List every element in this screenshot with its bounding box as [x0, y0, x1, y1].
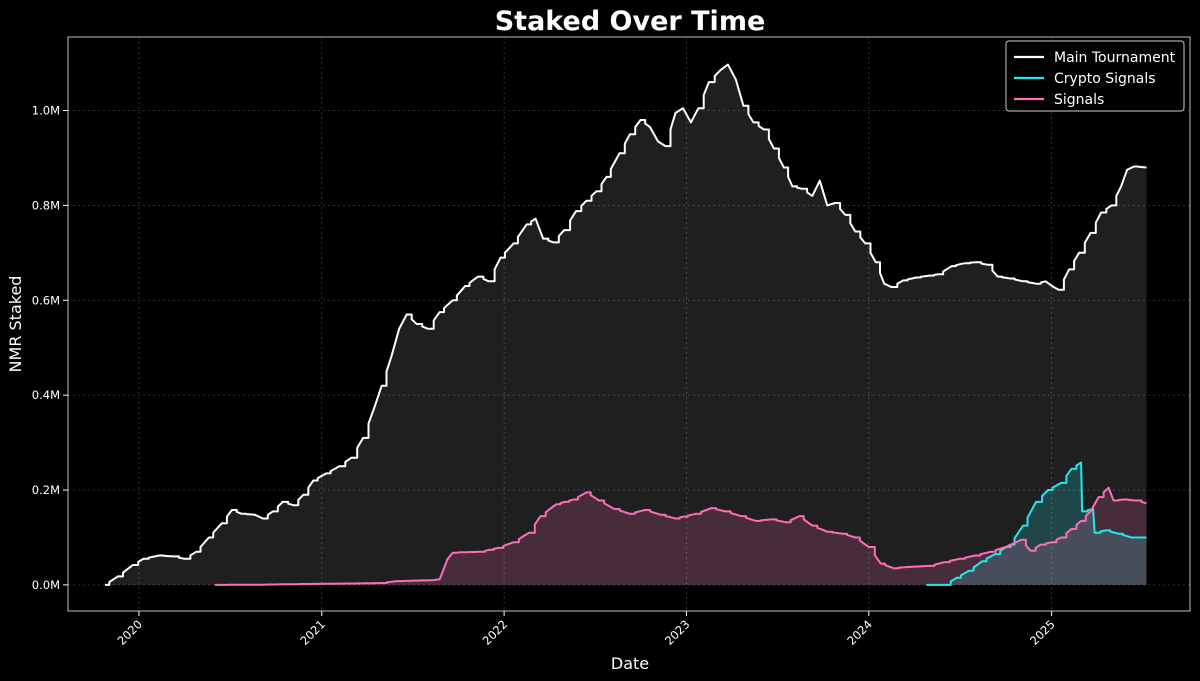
series-line-0: [105, 63, 1147, 586]
y-axis-label: NMR Staked: [6, 276, 25, 373]
legend: Main Tournament Crypto Signals Signals: [1005, 40, 1185, 112]
y-tick-label: 0.0M: [32, 578, 60, 592]
legend-label-2: Signals: [1054, 92, 1104, 108]
y-tick-label: 0.6M: [32, 293, 60, 307]
y-tick-label: 0.2M: [32, 483, 60, 497]
plot-area-frame: [67, 36, 1191, 612]
y-axis-ticks: 0.0M 0.2M 0.4M 0.6M 0.8M 1.0M: [32, 104, 68, 592]
series-line-1: [926, 461, 1147, 586]
y-tick-label: 0.4M: [32, 388, 60, 402]
grid: [68, 37, 1190, 611]
series-lines: [105, 63, 1147, 586]
series-line-2: [214, 486, 1147, 586]
y-tick-label: 1.0M: [32, 104, 60, 118]
legend-label-0: Main Tournament: [1054, 50, 1176, 66]
chart-title: Staked Over Time: [495, 6, 766, 37]
legend-label-1: Crypto Signals: [1054, 71, 1156, 87]
x-axis-label: Date: [611, 654, 649, 673]
series-area-0: [105, 64, 1147, 585]
y-tick-label: 0.8M: [32, 198, 60, 212]
series-area-1: [926, 462, 1147, 585]
legend-box: [1005, 40, 1185, 112]
